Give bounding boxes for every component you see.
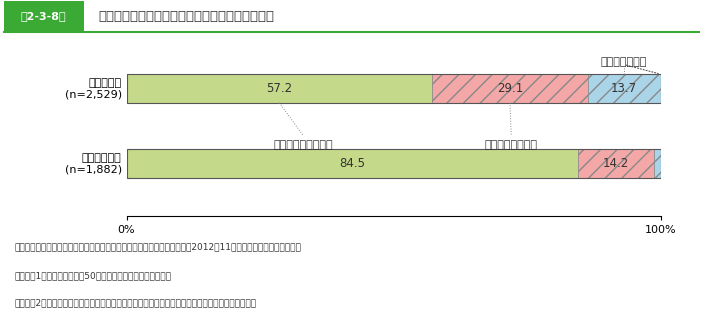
Text: 資料：中小企業庁委託「中小企業の事業承継に関するアンケート調査」（2012年11月、（株）野村総合研究所）: 資料：中小企業庁委託「中小企業の事業承継に関するアンケート調査」（2012年11… xyxy=(14,242,301,251)
Text: 2．「事業を継続させたい」と回答する企業には、事業の売却を検討している企業を含む。: 2．「事業を継続させたい」と回答する企業には、事業の売却を検討している企業を含む… xyxy=(14,298,256,308)
Bar xyxy=(127,149,578,178)
Text: 13.7: 13.7 xyxy=(611,82,638,95)
Text: （注）　1．経営者の年齢が50歳以上の企業を集計している。: （注） 1．経営者の年齢が50歳以上の企業を集計している。 xyxy=(14,272,171,281)
Bar xyxy=(432,74,588,103)
Bar xyxy=(654,149,661,178)
Text: 14.2: 14.2 xyxy=(602,157,629,170)
Bar xyxy=(588,74,661,103)
Text: 規模別の経営者引退後の事業継続についての方針: 規模別の経営者引退後の事業継続についての方針 xyxy=(98,10,274,23)
Text: 84.5: 84.5 xyxy=(340,157,366,170)
FancyBboxPatch shape xyxy=(4,1,84,31)
Text: 第2-3-8図: 第2-3-8図 xyxy=(21,11,66,21)
Bar xyxy=(578,149,654,178)
Text: 57.2: 57.2 xyxy=(266,82,292,95)
Bar xyxy=(127,74,432,103)
Text: 事業を継続させたい: 事業を継続させたい xyxy=(273,140,333,150)
Text: 29.1: 29.1 xyxy=(497,82,523,95)
Text: 事業をやめたい: 事業をやめたい xyxy=(600,57,647,67)
Text: まだ決めていない: まだ決めていない xyxy=(485,140,538,150)
